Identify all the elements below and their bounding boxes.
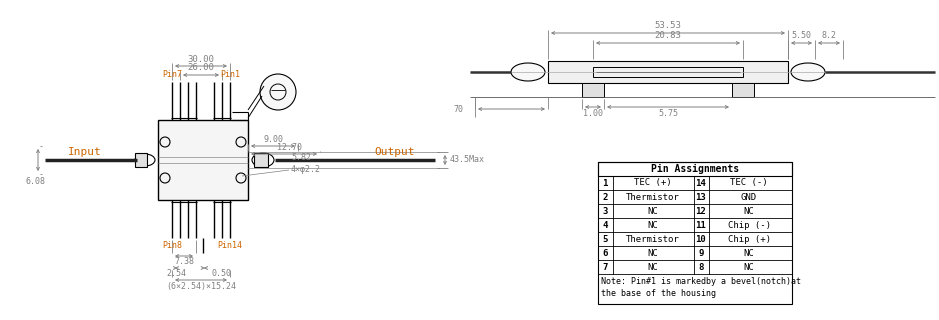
Text: Pin1: Pin1 bbox=[220, 70, 240, 79]
Text: 6: 6 bbox=[602, 249, 608, 258]
Text: 1: 1 bbox=[602, 179, 608, 188]
Text: NC: NC bbox=[648, 262, 658, 271]
Bar bbox=[135, 153, 147, 167]
Text: TEC (+): TEC (+) bbox=[634, 179, 671, 188]
Ellipse shape bbox=[252, 153, 274, 167]
Text: 0.50: 0.50 bbox=[211, 268, 231, 277]
Bar bbox=[254, 153, 268, 167]
Text: 1.00: 1.00 bbox=[583, 109, 603, 118]
Text: the base of the housing: the base of the housing bbox=[601, 289, 716, 298]
Text: 2.54: 2.54 bbox=[166, 268, 186, 277]
Text: 8.2: 8.2 bbox=[822, 31, 837, 41]
Text: (6×2.54)×15.24: (6×2.54)×15.24 bbox=[166, 282, 236, 291]
Text: 9: 9 bbox=[699, 249, 703, 258]
Text: 4×φ2.2: 4×φ2.2 bbox=[291, 165, 321, 174]
Text: 3: 3 bbox=[602, 206, 608, 215]
Bar bbox=[598, 162, 792, 304]
Text: Pin7: Pin7 bbox=[162, 70, 182, 79]
Circle shape bbox=[260, 74, 296, 110]
Text: Pin8: Pin8 bbox=[162, 241, 182, 250]
Text: 12: 12 bbox=[696, 206, 706, 215]
Text: 53.53: 53.53 bbox=[654, 21, 682, 30]
Text: NC: NC bbox=[648, 206, 658, 215]
Text: Thermistor: Thermistor bbox=[626, 235, 680, 244]
Text: 8: 8 bbox=[699, 262, 703, 271]
Text: 13: 13 bbox=[696, 193, 706, 202]
Text: Chip (-): Chip (-) bbox=[728, 220, 771, 229]
Text: NC: NC bbox=[744, 262, 754, 271]
Text: 14: 14 bbox=[696, 179, 706, 188]
Text: Pin14: Pin14 bbox=[218, 241, 242, 250]
Text: Note: Pin#1 is markedby a bevel(notch)at: Note: Pin#1 is markedby a bevel(notch)at bbox=[601, 277, 801, 286]
Bar bbox=[593, 67, 743, 77]
Text: 6.08: 6.08 bbox=[26, 178, 46, 187]
Text: 5: 5 bbox=[602, 235, 608, 244]
Text: Input: Input bbox=[69, 147, 101, 157]
Text: 43.5Max: 43.5Max bbox=[450, 156, 485, 164]
Ellipse shape bbox=[511, 63, 545, 81]
Text: 7.38: 7.38 bbox=[174, 257, 194, 266]
Text: Thermistor: Thermistor bbox=[626, 193, 680, 202]
Text: GND: GND bbox=[741, 193, 757, 202]
Text: Output: Output bbox=[375, 147, 415, 157]
Text: 70: 70 bbox=[453, 105, 463, 114]
Text: NC: NC bbox=[744, 249, 754, 258]
Text: 5.82: 5.82 bbox=[291, 154, 311, 163]
Text: Chip (+): Chip (+) bbox=[728, 235, 771, 244]
Text: 5.75: 5.75 bbox=[658, 109, 678, 118]
Text: 4: 4 bbox=[602, 220, 608, 229]
Bar bbox=[598, 162, 792, 176]
Text: 2: 2 bbox=[602, 193, 608, 202]
Text: NC: NC bbox=[648, 249, 658, 258]
Bar bbox=[158, 120, 248, 200]
Ellipse shape bbox=[791, 63, 825, 81]
Text: 12.70: 12.70 bbox=[276, 143, 301, 153]
Bar bbox=[582, 83, 604, 97]
Text: 26.00: 26.00 bbox=[188, 63, 214, 73]
Text: 9.00: 9.00 bbox=[263, 135, 283, 145]
Text: 10: 10 bbox=[696, 235, 706, 244]
Text: 20.83: 20.83 bbox=[654, 31, 682, 41]
Bar bbox=[732, 83, 754, 97]
Text: 7: 7 bbox=[602, 262, 608, 271]
Text: NC: NC bbox=[648, 220, 658, 229]
Text: 5.50: 5.50 bbox=[792, 31, 811, 41]
Text: 11: 11 bbox=[696, 220, 706, 229]
Text: 30.00: 30.00 bbox=[188, 54, 214, 63]
Text: TEC (-): TEC (-) bbox=[731, 179, 768, 188]
Text: NC: NC bbox=[744, 206, 754, 215]
Text: Pin Assignments: Pin Assignments bbox=[651, 164, 739, 174]
Ellipse shape bbox=[135, 154, 155, 166]
Bar bbox=[548, 61, 788, 83]
